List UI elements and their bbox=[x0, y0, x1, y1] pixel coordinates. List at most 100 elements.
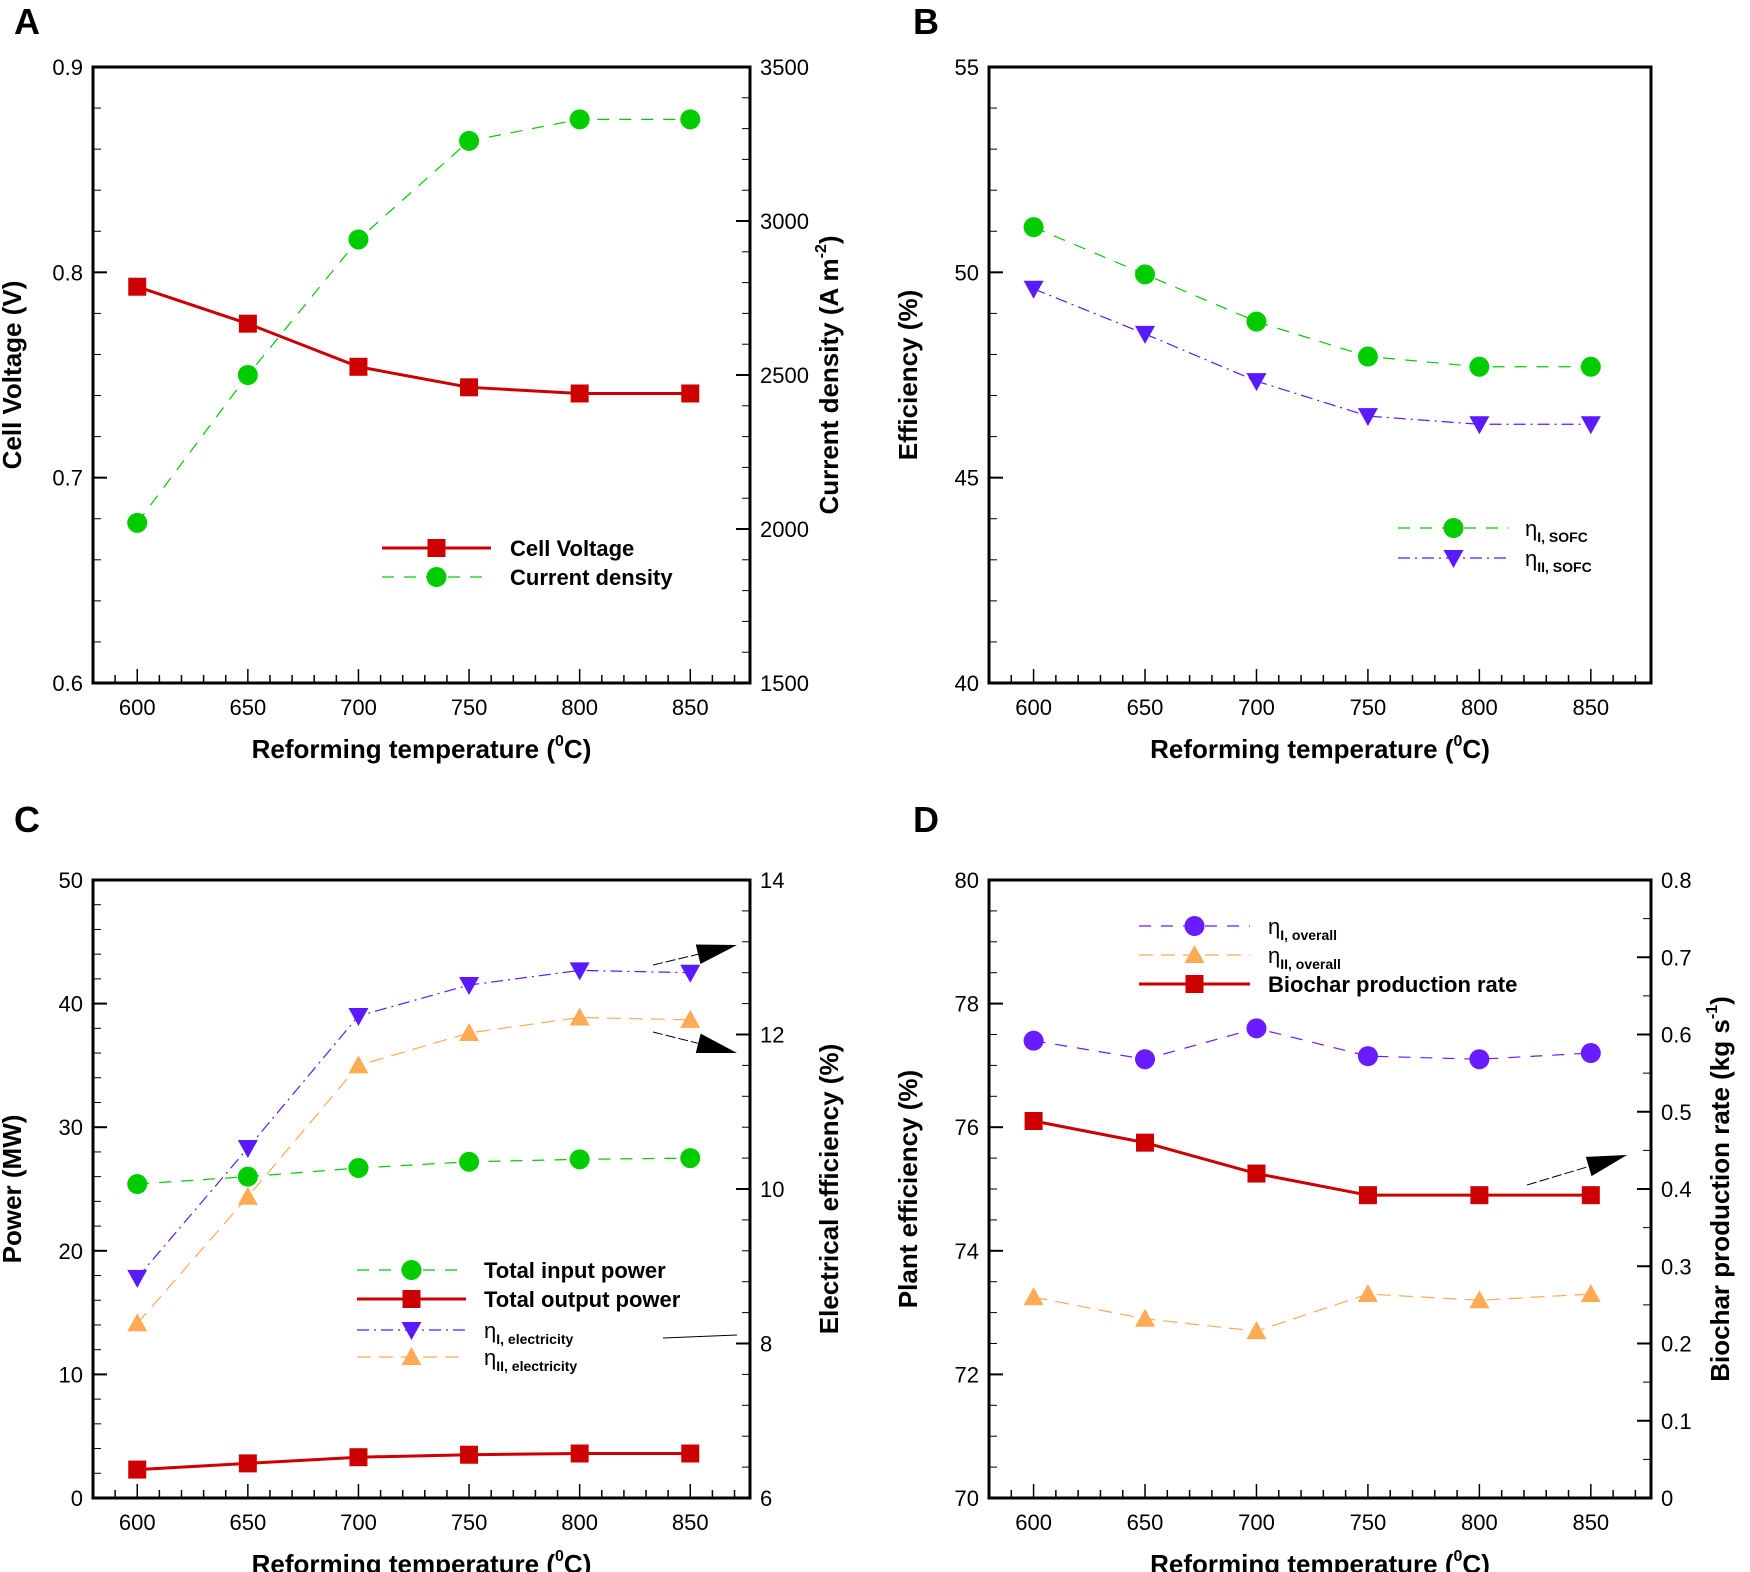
data-point bbox=[1581, 1186, 1600, 1205]
x-tick-label: 650 bbox=[1127, 695, 1164, 720]
y-right-tick-label: 0.1 bbox=[1661, 1409, 1692, 1434]
y-right-tick-label: 10 bbox=[760, 1177, 784, 1202]
panel-label: C bbox=[14, 799, 40, 840]
legend-label: ηII, overall bbox=[1268, 943, 1341, 972]
series-0 bbox=[1023, 217, 1601, 377]
y-right-tick-label: 0.4 bbox=[1661, 1177, 1692, 1202]
panel-A: A 600 650 700 750 800 850 0.6 0.7 0.8 0.9 1500 2000 2… bbox=[0, 1, 844, 764]
y-right-tick-label: 0.5 bbox=[1661, 1100, 1692, 1125]
data-point bbox=[1469, 1049, 1490, 1070]
panel-label: A bbox=[14, 1, 40, 42]
data-point bbox=[681, 1444, 700, 1463]
panel-label: B bbox=[913, 1, 939, 42]
y-right-tick-label: 0.7 bbox=[1661, 945, 1692, 970]
y-right-tick-label: 0.2 bbox=[1661, 1332, 1692, 1357]
legend-label-sub: II, SOFC bbox=[1537, 559, 1591, 575]
arrow-line bbox=[1526, 1166, 1589, 1186]
panel-B: B 600 650 700 750 800 850 40 45 50 55 Reforming tem… bbox=[893, 1, 1653, 764]
x-axis-title-sup: 0 bbox=[555, 733, 564, 750]
data-point bbox=[127, 512, 148, 533]
data-point bbox=[1357, 1046, 1378, 1067]
x-axis-title-sup: 0 bbox=[555, 1548, 564, 1565]
data-point bbox=[237, 1140, 258, 1159]
data-point bbox=[1357, 408, 1378, 427]
series-line bbox=[136, 285, 691, 395]
data-point bbox=[1023, 217, 1044, 238]
y-left-tick-label: 20 bbox=[59, 1239, 83, 1264]
y-left-tick-label: 40 bbox=[59, 992, 83, 1017]
data-point bbox=[1246, 1018, 1267, 1039]
legend-label: Total input power bbox=[484, 1258, 666, 1283]
legend-label: ηI, SOFC bbox=[1525, 516, 1588, 545]
y-left-tick-label: 74 bbox=[955, 1239, 979, 1264]
legend-label: Biochar production rate bbox=[1268, 972, 1517, 997]
series-0 bbox=[1023, 1018, 1601, 1070]
series-line bbox=[136, 1016, 691, 1324]
data-point bbox=[460, 1445, 479, 1464]
series-line bbox=[137, 1452, 691, 1472]
legend-marker bbox=[427, 539, 446, 557]
x-tick-label: 800 bbox=[1461, 695, 1498, 720]
data-point bbox=[680, 1148, 701, 1169]
y-right-tick-label: 2500 bbox=[760, 363, 809, 388]
legend-label-sub: I, overall bbox=[1280, 927, 1337, 943]
y-right-axis-title: Electrical efficiency (%) bbox=[814, 1044, 844, 1334]
plot-frame bbox=[91, 878, 752, 1500]
series-line bbox=[136, 118, 691, 524]
pointer-line bbox=[662, 1334, 738, 1339]
plot-frame bbox=[987, 65, 1653, 685]
data-point bbox=[1023, 1030, 1044, 1051]
y-right-tick-label: 3000 bbox=[760, 209, 809, 234]
data-point bbox=[459, 977, 480, 996]
x-tick-label: 850 bbox=[1572, 1510, 1609, 1535]
legend-label-symbol: η bbox=[1525, 546, 1537, 571]
legend-marker bbox=[1184, 945, 1205, 963]
x-axis-title-end: C) bbox=[564, 734, 591, 764]
data-point bbox=[1580, 1284, 1601, 1303]
data-point bbox=[237, 1186, 258, 1205]
data-point bbox=[1469, 356, 1490, 377]
legend-label: ηII, SOFC bbox=[1525, 546, 1592, 575]
series-line bbox=[137, 1157, 691, 1185]
series-line bbox=[1033, 226, 1591, 368]
data-point bbox=[127, 1174, 148, 1195]
x-axis-title-end: C) bbox=[1462, 1549, 1489, 1572]
y-left-tick-label: 0.9 bbox=[52, 55, 83, 80]
series-3 bbox=[127, 1007, 701, 1332]
legend-label-text: Total input power bbox=[484, 1258, 666, 1283]
legend-label-text: Total output power bbox=[484, 1287, 681, 1312]
panel-label: D bbox=[913, 799, 939, 840]
legend-marker bbox=[1443, 550, 1464, 568]
x-tick-label: 800 bbox=[561, 695, 598, 720]
arrow-head-icon bbox=[695, 944, 737, 964]
legend-label-symbol: η bbox=[1268, 943, 1280, 968]
data-point bbox=[348, 1157, 369, 1178]
series-1 bbox=[1023, 1284, 1601, 1340]
x-tick-label: 850 bbox=[1572, 695, 1609, 720]
legend-label-sub: I, electricity bbox=[496, 1331, 573, 1347]
data-point bbox=[1469, 1290, 1490, 1309]
x-axis-title-text: Reforming temperature ( bbox=[1150, 1549, 1454, 1572]
series-1 bbox=[1023, 280, 1601, 435]
legend-label-sub: I, SOFC bbox=[1537, 529, 1588, 545]
data-point bbox=[128, 1460, 147, 1479]
y-left-tick-label: 80 bbox=[955, 868, 979, 893]
y-left-tick-label: 0.6 bbox=[52, 671, 83, 696]
y-left-axis-title: Cell Voltage (V) bbox=[0, 281, 27, 470]
x-tick-label: 650 bbox=[1127, 1510, 1164, 1535]
y-right-tick-label: 2000 bbox=[760, 517, 809, 542]
data-point bbox=[1023, 280, 1044, 299]
x-tick-label: 800 bbox=[1461, 1510, 1498, 1535]
data-point bbox=[680, 1009, 701, 1028]
data-point bbox=[1135, 264, 1156, 285]
x-axis-title-sup: 0 bbox=[1454, 733, 1463, 750]
y-left-tick-label: 70 bbox=[955, 1486, 979, 1511]
series-1 bbox=[127, 109, 701, 533]
series-2 bbox=[1024, 1112, 1600, 1205]
legend-marker bbox=[1443, 518, 1464, 538]
legend-label: ηI, overall bbox=[1268, 914, 1337, 943]
legend-marker bbox=[401, 1260, 422, 1280]
y-left-tick-label: 10 bbox=[59, 1362, 83, 1387]
arrow-line bbox=[652, 953, 699, 966]
